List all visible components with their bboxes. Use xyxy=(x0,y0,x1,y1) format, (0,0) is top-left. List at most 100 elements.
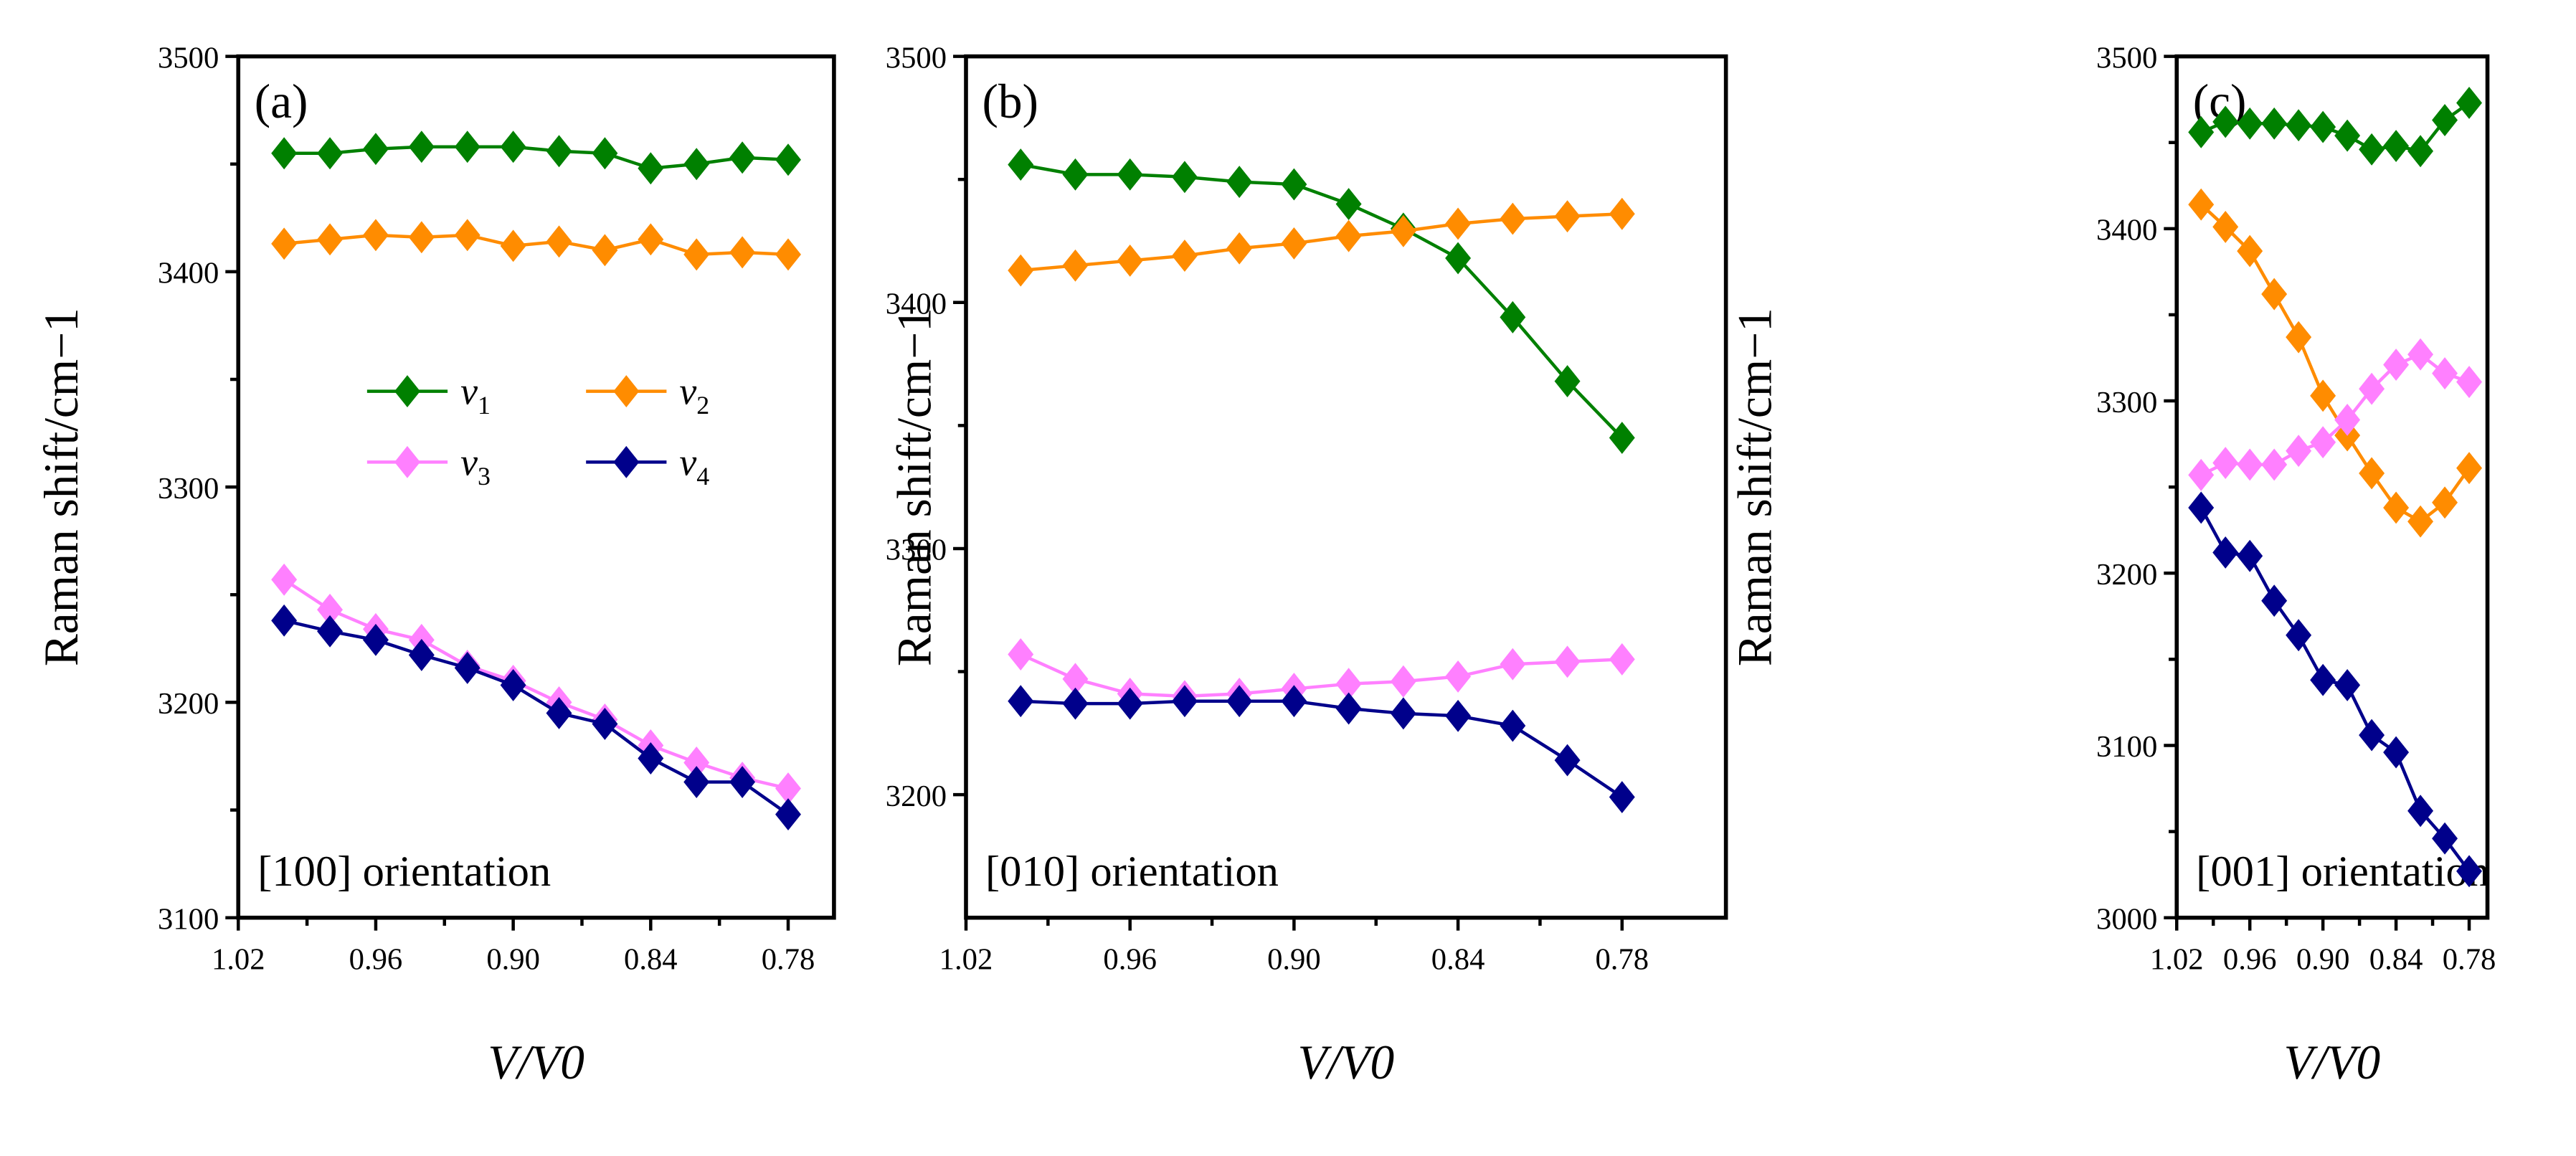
data-point-v2 xyxy=(546,225,572,258)
series-v1 xyxy=(1008,148,1635,454)
data-point-v4 xyxy=(408,638,435,671)
data-point-v2 xyxy=(1554,200,1581,233)
series-line-v2 xyxy=(1021,212,1622,273)
data-point-v1 xyxy=(2334,119,2361,152)
orientation-annotation: [010] orientation xyxy=(985,848,1279,896)
data-point-v3 xyxy=(2383,349,2410,382)
y-tick-label: 3300 xyxy=(158,472,219,506)
panel-b: 1.02 0.96 0.90 0.84 0.78 3200 3300 3400 3500 Rama… xyxy=(886,41,1728,1089)
data-point-v3 xyxy=(1062,663,1089,696)
legend-label: v4 xyxy=(679,440,709,490)
data-point-v2 xyxy=(2237,234,2263,267)
data-point-v1 xyxy=(500,131,526,164)
data-point-v1 xyxy=(2188,115,2215,148)
y-tick-label: 3300 xyxy=(886,534,947,567)
data-point-v2 xyxy=(317,223,344,256)
y-tick-label: 3200 xyxy=(158,687,219,721)
y-axis-label: Raman shift/cm−1 xyxy=(1728,308,1782,666)
legend-subscript: 1 xyxy=(478,391,491,420)
data-point-v1 xyxy=(2456,87,2482,119)
data-point-v3 xyxy=(1500,648,1526,681)
data-point-v4 xyxy=(2359,719,2385,752)
y-tick-label: 3400 xyxy=(886,287,947,321)
data-point-v1 xyxy=(408,131,435,164)
x-axis-label: V/V0 xyxy=(1297,1036,1394,1089)
legend-label: v3 xyxy=(460,440,491,490)
legend-symbol: v xyxy=(679,370,696,413)
series-v4 xyxy=(271,604,801,831)
data-point-v1 xyxy=(2261,107,2288,140)
x-tick-label: 0.78 xyxy=(762,943,815,977)
data-point-v4 xyxy=(1500,709,1526,742)
legend-symbol: v xyxy=(460,440,478,483)
data-point-v1 xyxy=(1335,188,1362,220)
series-v3 xyxy=(1008,638,1635,713)
data-point-v1 xyxy=(546,135,572,168)
legend-subscript: 4 xyxy=(696,462,709,491)
data-point-v4 xyxy=(2310,663,2336,696)
series-line-v1 xyxy=(284,145,789,171)
data-point-v3 xyxy=(1390,665,1416,698)
panel-label: (a) xyxy=(255,75,308,128)
legend-entry-v2: v2 xyxy=(586,370,709,420)
data-point-v1 xyxy=(1171,161,1198,194)
data-point-v1 xyxy=(2432,104,2458,136)
data-point-v4 xyxy=(1171,685,1198,718)
series-line-v4 xyxy=(1021,699,1624,799)
data-point-v2 xyxy=(1281,227,1307,260)
data-point-v1 xyxy=(638,152,664,185)
orientation-annotation: [100] orientation xyxy=(257,848,551,896)
data-point-v2 xyxy=(271,227,298,260)
data-point-v4 xyxy=(775,798,801,831)
legend-label: v2 xyxy=(679,370,709,420)
y-axis-label: Raman shift/cm−1 xyxy=(34,308,88,666)
data-point-v2 xyxy=(1335,219,1362,252)
y-tick-label: 3500 xyxy=(2096,41,2157,75)
y-tick-label: 3400 xyxy=(158,257,219,290)
series-line-v2 xyxy=(283,233,789,257)
data-point-v4 xyxy=(1335,692,1362,725)
x-tick-label: 0.84 xyxy=(624,943,678,977)
data-point-v4 xyxy=(1554,744,1581,777)
data-point-v2 xyxy=(408,221,435,254)
data-point-v4 xyxy=(2334,668,2361,701)
data-point-v1 xyxy=(1445,242,1472,275)
data-point-v2 xyxy=(1117,244,1143,277)
y-tick-label: 3500 xyxy=(158,41,219,75)
legend-symbol: v xyxy=(679,440,696,483)
x-axis-label: V/V0 xyxy=(2284,1036,2381,1089)
data-point-v4 xyxy=(638,742,664,774)
data-point-v2 xyxy=(1445,207,1472,240)
y-tick-label: 3200 xyxy=(886,780,947,813)
series-v4 xyxy=(2188,491,2482,888)
x-tick-label: 0.84 xyxy=(1431,943,1485,977)
data-point-v1 xyxy=(1226,166,1253,199)
data-point-v3 xyxy=(1445,660,1472,693)
data-point-v2 xyxy=(592,234,618,267)
data-point-v4 xyxy=(500,668,526,701)
data-point-v3 xyxy=(2212,447,2239,479)
data-point-v4 xyxy=(1008,685,1034,718)
legend-subscript: 3 xyxy=(478,462,491,491)
data-point-v1 xyxy=(1008,148,1034,181)
data-point-v3 xyxy=(271,563,298,596)
panel-label: (b) xyxy=(982,75,1038,128)
y-tick-label: 3300 xyxy=(2096,386,2157,420)
data-point-v2 xyxy=(2212,210,2239,243)
data-point-v1 xyxy=(2286,109,2312,142)
data-point-v2 xyxy=(2407,505,2434,538)
series-v2 xyxy=(271,219,801,271)
data-point-v2 xyxy=(2286,321,2312,354)
x-axis-label: V/V0 xyxy=(488,1036,584,1089)
data-point-v2 xyxy=(2310,379,2336,412)
data-point-v1 xyxy=(592,137,618,170)
data-point-v2 xyxy=(1500,202,1526,235)
data-point-v2 xyxy=(1008,254,1034,287)
legend-marker xyxy=(613,445,640,478)
y-tick-label: 3100 xyxy=(158,902,219,936)
data-point-v4 xyxy=(362,623,389,656)
data-point-v2 xyxy=(2432,486,2458,519)
data-point-v3 xyxy=(2188,458,2215,491)
data-point-v4 xyxy=(1445,699,1472,732)
